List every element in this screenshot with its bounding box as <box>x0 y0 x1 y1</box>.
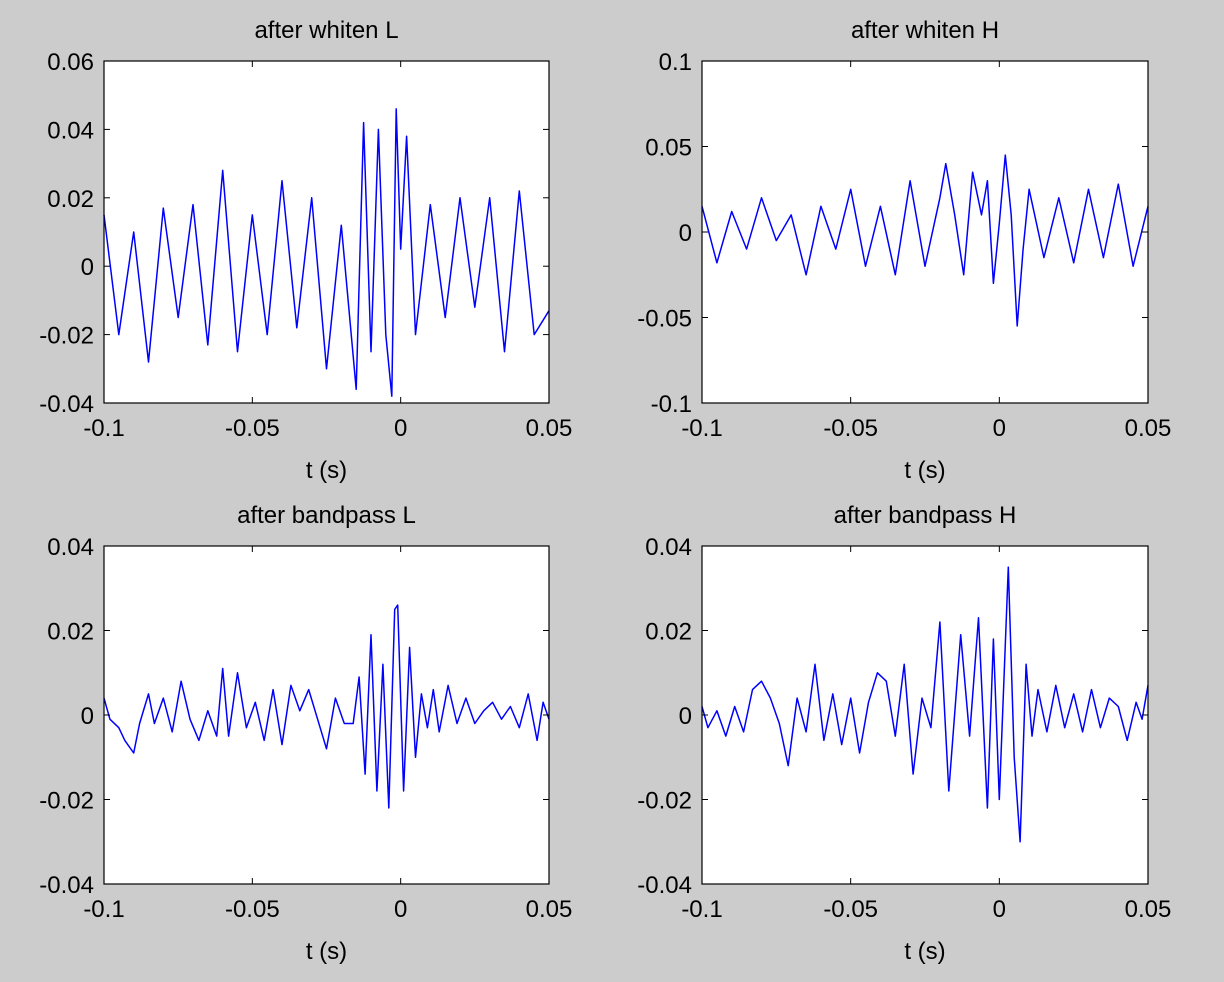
series-line <box>103 604 550 809</box>
axes-frame <box>701 60 1149 404</box>
y-tick-label: 0.05 <box>645 135 692 162</box>
subplot-4: -0.1 -0.05 0 0.05 -0.04 -0.02 0 0.02 0.04 after b… <box>637 502 1171 965</box>
subplot-3: -0.1 -0.05 0 0.05 -0.04 -0.02 0 0.02 0.04 after b… <box>39 502 572 965</box>
y-tick-label: -0.02 <box>39 323 94 350</box>
x-tick-label: 0 <box>394 415 407 442</box>
y-tick-label: 0 <box>81 254 94 281</box>
y-tick-label: 0.04 <box>47 117 94 144</box>
y-tick-label: -0.1 <box>651 391 692 418</box>
plot-area <box>702 61 1148 403</box>
series-line <box>701 154 1149 327</box>
plot-area <box>702 546 1148 884</box>
axes-frame <box>103 545 550 885</box>
series-line <box>701 566 1149 843</box>
x-tick-label: 0.05 <box>1125 896 1172 923</box>
y-tick-label: 0 <box>679 220 692 247</box>
axes-frame <box>103 60 550 404</box>
y-tick-label: 0 <box>679 703 692 730</box>
chart-title: after whiten L <box>254 17 398 44</box>
x-tick-label: 0.05 <box>1125 415 1172 442</box>
y-tick-label: 0.04 <box>47 534 94 561</box>
x-tick-label: -0.1 <box>83 896 124 923</box>
x-tick-label: 0.05 <box>526 896 573 923</box>
x-tick-label: -0.1 <box>681 415 722 442</box>
series-line <box>103 108 550 397</box>
x-tick-label: -0.1 <box>83 415 124 442</box>
axes-frame <box>701 545 1149 885</box>
x-tick-label: -0.05 <box>225 415 280 442</box>
x-tick-label: -0.05 <box>225 896 280 923</box>
x-axis-label: t (s) <box>306 457 347 484</box>
y-tick-label: -0.04 <box>39 872 94 899</box>
y-tick-label: 0.06 <box>47 49 94 76</box>
x-tick-label: -0.05 <box>823 415 878 442</box>
y-tick-label: -0.02 <box>39 788 94 815</box>
y-tick-label: 0.02 <box>47 619 94 646</box>
y-tick-label: 0 <box>81 703 94 730</box>
x-tick-label: -0.1 <box>681 896 722 923</box>
x-tick-label: 0 <box>993 896 1006 923</box>
y-tick-label: 0.02 <box>47 186 94 213</box>
y-tick-label: -0.04 <box>39 391 94 418</box>
y-tick-label: -0.05 <box>637 306 692 333</box>
plot-area <box>104 546 549 884</box>
subplot-1: -0.1 -0.05 0 0.05 -0.04 -0.02 0 0.02 0.04 0.06 aft… <box>39 17 572 484</box>
x-axis-label: t (s) <box>904 938 945 965</box>
x-tick-label: 0.05 <box>526 415 573 442</box>
chart-title: after bandpass H <box>834 502 1017 529</box>
y-tick-label: -0.04 <box>637 872 692 899</box>
chart-title: after bandpass L <box>237 502 416 529</box>
x-tick-label: 0 <box>394 896 407 923</box>
y-tick-label: 0.1 <box>659 49 692 76</box>
subplot-2: -0.1 -0.05 0 0.05 -0.1 -0.05 0 0.05 0.1 after whi… <box>637 17 1171 484</box>
y-tick-label: -0.02 <box>637 788 692 815</box>
y-tick-label: 0.04 <box>645 534 692 561</box>
chart-title: after whiten H <box>851 17 999 44</box>
x-axis-label: t (s) <box>904 457 945 484</box>
plot-area <box>104 61 549 403</box>
x-tick-label: -0.05 <box>823 896 878 923</box>
y-tick-label: 0.02 <box>645 619 692 646</box>
x-axis-label: t (s) <box>306 938 347 965</box>
x-tick-label: 0 <box>993 415 1006 442</box>
